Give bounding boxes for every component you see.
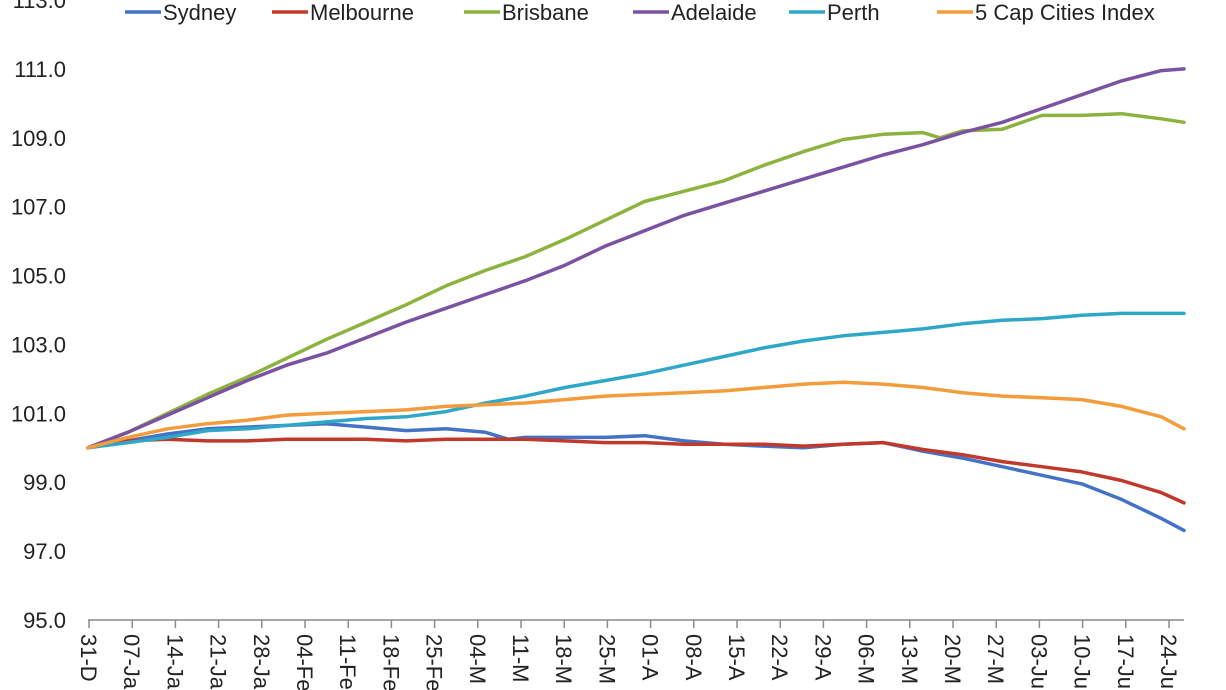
x-tick-label: 06-M	[854, 634, 879, 684]
y-tick-label: 111.0	[14, 57, 66, 82]
x-tick-label: 31-D	[76, 634, 101, 682]
y-tick-label: 101.0	[11, 401, 66, 426]
x-tick-label: 27-M	[983, 634, 1008, 684]
x-tick-label: 18-M	[551, 634, 576, 684]
y-tick-label: 97.0	[23, 539, 66, 564]
x-tick-label: 15-A	[724, 634, 749, 681]
y-tick-label: 99.0	[23, 470, 66, 495]
y-tick-label: 95.0	[23, 608, 66, 633]
y-tick-label: 105.0	[11, 264, 66, 289]
x-tick-label: 28-Ja	[249, 634, 274, 690]
series-line-brisbane	[86, 111, 1186, 450]
series-line-5-cap-cities-index	[86, 380, 1186, 450]
y-axis: 95.0 97.0 99.0 101.0 103.0 105.0 107.0 109.0 111…	[11, 0, 66, 633]
x-tick-label: 08-A	[681, 634, 706, 681]
y-tick-label: 103.0	[11, 332, 66, 357]
x-axis: 31-D 07-Ja 14-Ja 21-Ja 28-Ja 04-Fe 11-Fe 18-Fe 2…	[76, 619, 1184, 690]
x-tick-label: 25-Fe	[422, 634, 447, 690]
x-tick-label: 18-Fe	[378, 634, 403, 690]
x-tick-label: 04-M	[465, 634, 490, 684]
x-tick-label: 10-Ju	[1070, 634, 1095, 689]
x-tick-label: 24-Ju	[1156, 634, 1181, 689]
y-tick-label: 109.0	[11, 126, 66, 151]
x-tick-label: 13-M	[897, 634, 922, 684]
x-tick-label: 17-Ju	[1113, 634, 1138, 689]
x-tick-label: 03-Ju	[1026, 634, 1051, 689]
x-tick-label: 25-M	[594, 634, 619, 684]
x-tick-label: 01-A	[638, 634, 663, 681]
x-tick-label: 04-Fe	[292, 634, 317, 690]
x-tick-label: 22-A	[767, 634, 792, 681]
series-line-melbourne	[86, 437, 1186, 505]
series-lines	[86, 67, 1186, 533]
x-tick-label: 07-Ja	[119, 634, 144, 690]
x-tick-label: 21-Ja	[206, 634, 231, 690]
legend: Sydney Melbourne Brisbane Adelaide Perth 5 Ca…	[125, 0, 1155, 25]
x-tick-label: 11-M	[508, 634, 533, 683]
x-tick-label: 11-Fe	[335, 634, 360, 690]
x-tick-label: 14-Ja	[162, 634, 187, 690]
legend-label: 5 Cap Cities Index	[975, 0, 1155, 25]
x-tick-label: 29-A	[810, 634, 835, 681]
legend-label: Brisbane	[502, 0, 589, 25]
y-tick-label: 107.0	[11, 195, 66, 220]
series-line-perth	[86, 311, 1186, 450]
series-line-adelaide	[86, 67, 1186, 450]
x-tick-label: 20-M	[940, 634, 965, 684]
legend-label: Sydney	[163, 0, 236, 25]
y-tick-label: 113.0	[13, 0, 66, 13]
legend-label: Perth	[827, 0, 880, 25]
legend-label: Adelaide	[671, 0, 757, 25]
legend-label: Melbourne	[310, 0, 414, 25]
